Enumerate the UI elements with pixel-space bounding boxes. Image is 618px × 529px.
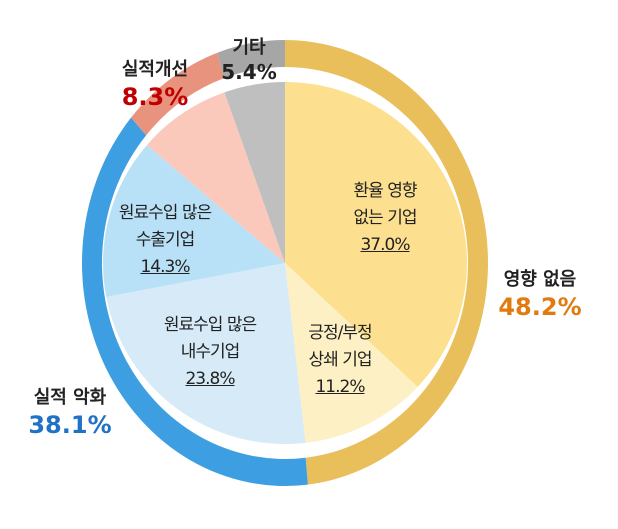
pie-slice-3 bbox=[102, 145, 285, 297]
percent-label: 48.2% bbox=[498, 293, 582, 321]
pie-slice-1 bbox=[285, 263, 418, 443]
percent-label: 38.1% bbox=[28, 411, 112, 439]
pie-slice-4 bbox=[146, 92, 285, 263]
value-label: 14.3% bbox=[140, 257, 190, 277]
category-label: 실적개선 bbox=[121, 59, 189, 80]
category-label: 영향 없음 bbox=[503, 269, 577, 290]
pie-slice-5 bbox=[224, 82, 285, 263]
percent-label: 8.3% bbox=[121, 83, 189, 111]
outer-ring-segment-0 bbox=[285, 40, 489, 485]
label-line: 내수기업 bbox=[180, 342, 241, 362]
inner-label-0: 환율 영향 없는 기업 37.0% bbox=[325, 178, 445, 259]
label-line: 원료수입 많은 bbox=[163, 315, 257, 335]
label-line: 상쇄 기업 bbox=[308, 350, 373, 370]
outer-label-3: 기타 5.4% bbox=[214, 36, 284, 84]
outer-ring-segment-2 bbox=[131, 52, 225, 136]
value-label: 37.0% bbox=[360, 235, 410, 255]
value-label: 23.8% bbox=[185, 369, 235, 389]
label-line: 원료수입 많은 bbox=[118, 203, 212, 223]
label-line: 없는 기업 bbox=[353, 208, 418, 228]
percent-label: 5.4% bbox=[221, 60, 277, 84]
inner-label-3: 원료수입 많은 수출기업 14.3% bbox=[100, 200, 230, 281]
value-label: 11.2% bbox=[315, 377, 365, 397]
outer-label-0: 영향 없음 48.2% bbox=[490, 268, 590, 322]
inner-label-1: 긍정/부정 상쇄 기업 11.2% bbox=[285, 320, 395, 401]
outer-label-1: 실적 악화 38.1% bbox=[20, 386, 120, 440]
label-line: 환율 영향 bbox=[353, 181, 418, 201]
pie-slice-2 bbox=[106, 263, 306, 444]
category-label: 실적 악화 bbox=[33, 387, 107, 408]
outer-ring-segment-1 bbox=[82, 117, 308, 487]
outer-ring-segment-3 bbox=[217, 40, 285, 79]
inner-label-2: 원료수입 많은 내수기업 23.8% bbox=[145, 312, 275, 393]
label-line: 수출기업 bbox=[135, 230, 196, 250]
category-label: 기타 bbox=[232, 37, 266, 58]
outer-label-2: 실적개선 8.3% bbox=[105, 58, 205, 112]
label-line: 긍정/부정 bbox=[308, 323, 372, 343]
pie-slice-0 bbox=[285, 82, 467, 387]
